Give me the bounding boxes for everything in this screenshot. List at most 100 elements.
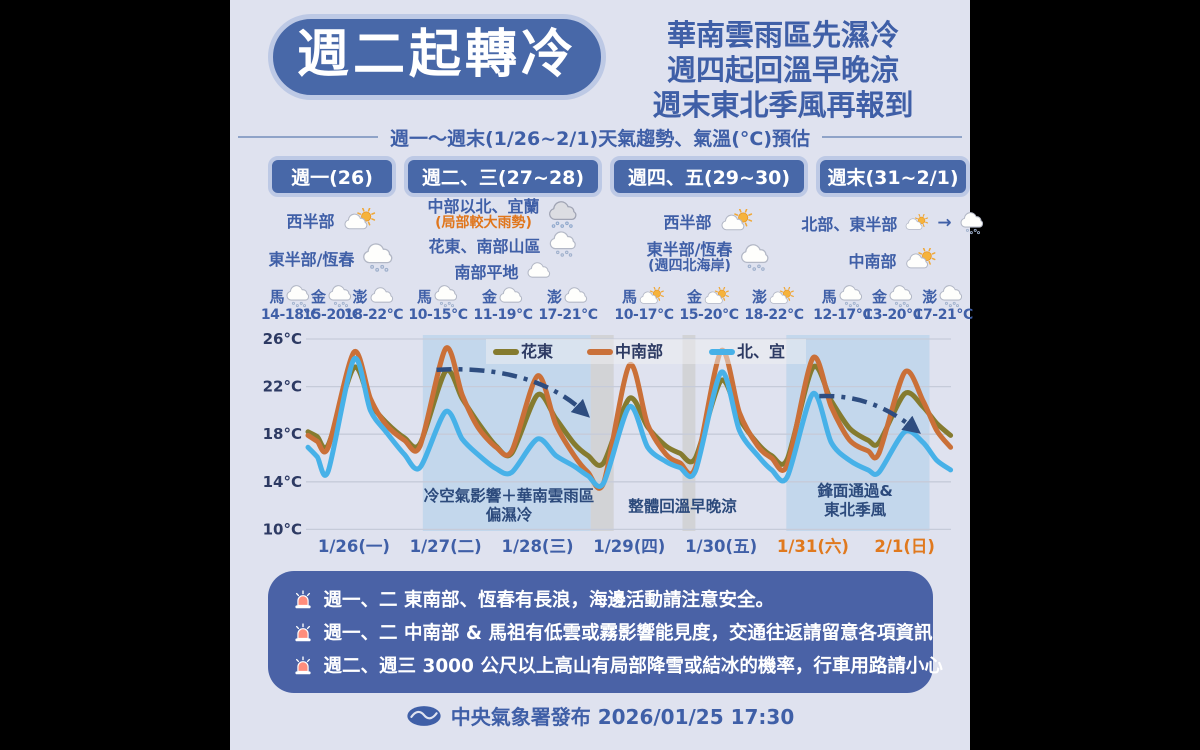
island-cell: 馬 10-15°C xyxy=(406,285,470,329)
regions-weekend: 北部、東半部 → 中南部 xyxy=(801,197,983,285)
island-name: 澎 xyxy=(751,287,767,306)
rain-cloud-icon xyxy=(433,284,459,309)
island-temp: 10-17°C xyxy=(614,307,674,324)
island-temp: 12-17°C xyxy=(813,307,873,324)
island-temp: 11-19°C xyxy=(473,307,533,324)
note-text: 週二、週三 3000 公尺以上高山有局部降雪或結冰的機率，行車用路請小心 xyxy=(323,656,943,677)
regions-thu-fri: 西半部 東半部/恆春 (週四北海岸) xyxy=(610,197,808,285)
siren-icon xyxy=(292,655,314,676)
column-tue-wed: 週二、三(27~28) 中部以北、宜蘭 (局部較大雨勢) 花東、南部山區 南部平… xyxy=(404,156,602,329)
island-cell: 金 11-19°C xyxy=(471,285,535,329)
svg-text:偏濕冷: 偏濕冷 xyxy=(486,505,533,524)
svg-text:1/27(二): 1/27(二) xyxy=(410,537,482,556)
temperature-trend-chart: 26°C 22°C 18°C 14°C 10°C 花東 中南部 北、宜 冷空氣影響＋華南雲雨區偏… xyxy=(260,324,960,559)
island-name: 澎 xyxy=(352,287,368,306)
island-cell: 金 13-20°C xyxy=(863,284,923,329)
island-cell: 澎 17-21°C xyxy=(536,285,600,329)
subtitle-row: 週一～週末(1/26~2/1)天氣趨勢、氣溫(°C)預估 xyxy=(230,124,970,150)
heavy-rain-cloud-icon xyxy=(547,200,579,230)
note-row: 週一、二 中南部 & 馬祖有低雲或霧影響能見度，交通往返請留意各項資訊 xyxy=(292,619,932,645)
svg-text:1/28(三): 1/28(三) xyxy=(501,537,573,556)
footer: 中央氣象署發布 2026/01/25 17:30 xyxy=(230,701,970,730)
island-cell: 澎 17-21°C xyxy=(914,284,973,329)
publish-info: 中央氣象署發布 2026/01/25 17:30 xyxy=(450,705,795,729)
title-banner: 週二起轉冷 xyxy=(268,14,607,100)
island-name: 馬 xyxy=(821,287,837,306)
svg-text:冷空氣影響＋華南雲雨區: 冷空氣影響＋華南雲雨區 xyxy=(424,486,595,505)
region-note: (週四北海岸) xyxy=(648,258,731,275)
island-temp: 18-22°C xyxy=(343,307,404,324)
island-temp: 13-20°C xyxy=(863,307,923,324)
region-row: 東半部/恆春 (週四北海岸) xyxy=(610,242,808,273)
region-label: 中南部 xyxy=(848,251,897,271)
island-name: 金 xyxy=(871,287,887,306)
headline-line-2: 週四起回溫早晚涼 xyxy=(667,53,900,87)
islands-thu-fri: 馬 10-17°C 金 15-20°C 澎 18-22°C xyxy=(610,285,808,329)
region-row: 西半部 xyxy=(610,208,808,233)
island-cell: 金 15-20°C xyxy=(302,284,362,329)
island-name: 澎 xyxy=(922,287,938,306)
transition-arrow-icon: → xyxy=(937,213,952,234)
cloud-icon xyxy=(498,286,524,306)
rain-cloud-icon xyxy=(361,242,395,274)
partly-sunny-icon xyxy=(768,286,796,306)
island-name: 馬 xyxy=(622,287,638,306)
island-name: 澎 xyxy=(546,287,562,306)
siren-icon xyxy=(292,589,314,610)
rain-cloud-icon xyxy=(739,243,771,273)
island-temp: 17-21°C xyxy=(538,307,598,324)
subtitle-rule-left xyxy=(237,136,378,138)
cloud-icon xyxy=(369,286,395,306)
svg-text:18°C: 18°C xyxy=(263,425,302,443)
island-temp: 17-21°C xyxy=(913,307,974,324)
region-label: 東半部/恆春 xyxy=(646,240,733,260)
rain-cloud-icon xyxy=(548,230,578,259)
column-header-weekend: 週末(31~2/1) xyxy=(816,156,970,197)
note-row: 週二、週三 3000 公尺以上高山有局部降雪或結冰的機率，行車用路請小心 xyxy=(292,652,943,678)
partly-sunny-icon xyxy=(719,208,755,233)
column-header-monday: 週一(26) xyxy=(268,156,396,197)
region-label: 西半部 xyxy=(663,212,712,232)
rain-cloud-icon xyxy=(327,284,353,309)
region-row: 花東、南部山區 xyxy=(404,230,602,259)
rain-cloud-icon xyxy=(938,284,964,309)
partly-sunny-icon xyxy=(904,214,930,232)
region-row: 北部、東半部 → xyxy=(801,211,983,236)
island-name: 金 xyxy=(311,287,327,306)
column-monday: 週一(26) 西半部 東半部/恆春 馬 14-18°C 金 15-2 xyxy=(261,156,404,329)
cloud-icon xyxy=(526,261,552,281)
region-label: 花東、南部山區 xyxy=(428,236,541,256)
region-row: 中南部 xyxy=(816,248,970,272)
partly-sunny-icon xyxy=(904,248,938,271)
islands-monday: 馬 14-18°C 金 15-20°C 澎 18-22°C xyxy=(261,284,404,329)
region-label: 南部平地 xyxy=(454,263,519,283)
note-text: 週一、二 東南部、恆春有長浪，海邊活動請注意安全。 xyxy=(323,590,774,611)
region-label: 中部以北、宜蘭 xyxy=(427,197,540,216)
regions-monday: 西半部 東半部/恆春 xyxy=(268,197,396,285)
svg-text:1/30(五): 1/30(五) xyxy=(685,537,757,556)
island-temp: 18-22°C xyxy=(744,307,804,324)
header: 週二起轉冷 華南雲雨區先濕冷 週四起回溫早晚涼 週末東北季風再報到 xyxy=(230,0,970,123)
subtitle-rule-right xyxy=(822,136,963,138)
headline: 華南雲雨區先濕冷 週四起回溫早晚涼 週末東北季風再報到 xyxy=(606,14,960,123)
island-name: 金 xyxy=(686,287,702,306)
regions-tue-wed: 中部以北、宜蘭 (局部較大雨勢) 花東、南部山區 南部平地 xyxy=(404,197,602,285)
islands-weekend: 馬 12-17°C 金 13-20°C 澎 17-21°C xyxy=(813,284,973,329)
svg-text:2/1(日): 2/1(日) xyxy=(874,537,935,556)
region-row: 中部以北、宜蘭 (局部較大雨勢) xyxy=(404,197,602,230)
cwa-logo-icon xyxy=(406,705,442,727)
islands-tue-wed: 馬 10-15°C 金 11-19°C 澎 17-21°C xyxy=(404,285,602,329)
svg-text:北、宜: 北、宜 xyxy=(737,342,785,361)
rain-cloud-icon xyxy=(959,211,985,236)
island-cell: 金 15-20°C xyxy=(677,285,741,329)
headline-line-1: 華南雲雨區先濕冷 xyxy=(667,18,900,52)
rain-cloud-icon xyxy=(888,284,914,309)
island-temp: 15-20°C xyxy=(679,307,739,324)
island-temp: 10-15°C xyxy=(408,307,468,324)
svg-text:整體回溫早晚涼: 整體回溫早晚涼 xyxy=(627,497,737,516)
island-cell: 澎 18-22°C xyxy=(742,285,806,329)
column-header-thu-fri: 週四、五(29~30) xyxy=(610,156,808,197)
partly-sunny-icon xyxy=(638,286,666,306)
svg-text:1/29(四): 1/29(四) xyxy=(593,537,665,556)
column-weekend: 週末(31~2/1) 北部、東半部 → 中南部 馬 12-17°C xyxy=(801,156,983,329)
